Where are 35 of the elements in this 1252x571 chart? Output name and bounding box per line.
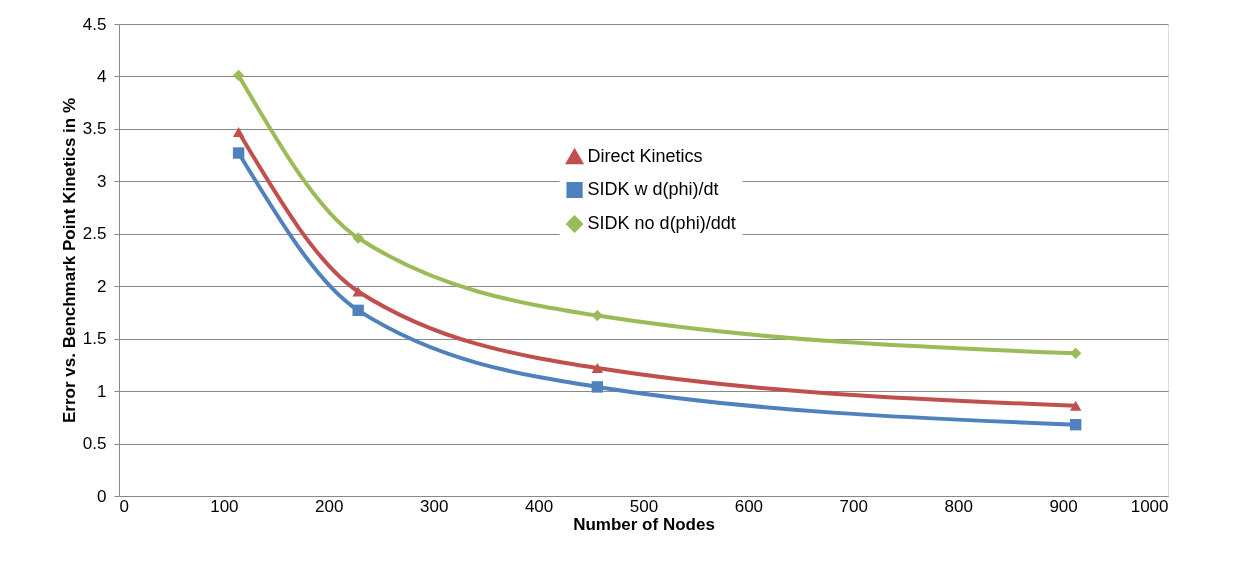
y-tick-label: 3.5 <box>82 119 107 139</box>
y-tick-label: 0.5 <box>82 434 107 454</box>
point <box>352 232 364 244</box>
x-tick-label: 0 <box>119 496 129 516</box>
y-tick-label: 4 <box>97 66 107 86</box>
point <box>591 381 604 393</box>
y-tick-label: 1 <box>97 381 107 401</box>
point <box>1069 418 1082 431</box>
point <box>232 147 245 159</box>
y-tick-label: 2 <box>97 276 107 296</box>
point <box>591 363 604 373</box>
y-tick-label: 4.5 <box>82 14 107 34</box>
y-tick-label: 3 <box>97 171 107 191</box>
legend-label: Direct Kinetics <box>587 146 703 166</box>
x-tick-label: 800 <box>944 496 973 516</box>
x-tick-label: 600 <box>734 496 764 516</box>
legend-label: SIDK w d(phi)/dt <box>587 179 719 199</box>
x-tick-label: 1000 <box>1130 496 1169 516</box>
y-axis-title: Error vs. Benchmark Point Kinetics in % <box>59 98 79 423</box>
x-tick-label: 200 <box>315 496 344 516</box>
x-tick-label: 900 <box>1049 496 1078 516</box>
x-tick-label: 300 <box>420 496 449 516</box>
x-tick-label: 700 <box>839 496 868 516</box>
point <box>232 127 245 137</box>
x-tick-label: 500 <box>629 496 659 516</box>
x-tick-label: 100 <box>210 496 239 516</box>
y-tick-label: 2.5 <box>82 224 107 244</box>
point <box>232 69 245 82</box>
point <box>352 286 364 297</box>
point <box>1069 400 1082 411</box>
x-tick-label: 400 <box>524 496 554 516</box>
point <box>352 304 364 317</box>
x-axis-title: Number of Nodes <box>573 514 715 534</box>
legend-label: SIDK no d(phi)/ddt <box>587 213 736 233</box>
y-tick-label: 1.5 <box>82 329 107 349</box>
